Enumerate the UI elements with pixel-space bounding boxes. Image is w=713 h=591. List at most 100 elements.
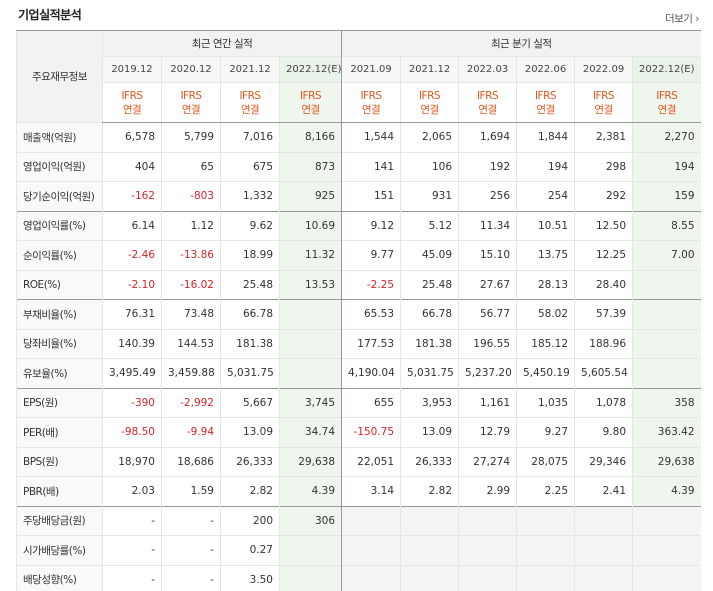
row-label: 당기순이익(억원) bbox=[16, 181, 103, 211]
table-cell: -150.75 bbox=[341, 417, 401, 447]
consolidation-label: 연결 bbox=[536, 103, 555, 116]
row-label: 유보율(%) bbox=[16, 358, 103, 388]
table-cell: 13.09 bbox=[400, 417, 459, 447]
table-cell: 8.55 bbox=[632, 210, 701, 241]
table-cell bbox=[632, 299, 701, 329]
row-label: 부채비율(%) bbox=[16, 299, 103, 329]
table-cell bbox=[632, 358, 701, 388]
period-header: 2022.12(E) bbox=[278, 56, 342, 83]
table-cell: 56.77 bbox=[458, 299, 517, 329]
table-cell: -2.10 bbox=[102, 269, 162, 300]
table-cell: 873 bbox=[278, 151, 342, 182]
table-cell: 28.13 bbox=[516, 269, 575, 300]
accounting-standard-header: IFRS 연결 bbox=[220, 82, 280, 123]
table-cell: 29,638 bbox=[632, 446, 701, 477]
table-cell: - bbox=[102, 505, 162, 536]
table-cell: 655 bbox=[341, 387, 401, 418]
accounting-standard-header: IFRS 연결 bbox=[341, 82, 401, 123]
table-cell: 76.31 bbox=[102, 299, 162, 329]
row-label: ROE(%) bbox=[16, 269, 103, 300]
row-label: 순이익률(%) bbox=[16, 240, 103, 270]
table-cell: - bbox=[161, 535, 221, 565]
table-cell: 194 bbox=[516, 151, 575, 182]
period-header: 2022.09 bbox=[574, 56, 633, 83]
table-cell: -2,992 bbox=[161, 387, 221, 418]
table-cell bbox=[632, 535, 701, 565]
period-header: 2020.12 bbox=[161, 56, 221, 83]
table-cell: 4,190.04 bbox=[341, 358, 401, 388]
table-cell: 2,381 bbox=[574, 122, 633, 152]
table-cell: 8,166 bbox=[278, 122, 342, 152]
table-cell: 358 bbox=[632, 387, 701, 418]
table-cell: 15.10 bbox=[458, 240, 517, 270]
accounting-standard-header: IFRS 연결 bbox=[458, 82, 517, 123]
table-row: 순이익률(%) -2.46 -13.86 18.99 11.32 9.77 45.09 15.… bbox=[16, 240, 701, 270]
table-cell: 65 bbox=[161, 151, 221, 182]
table-row: 당좌비율(%) 140.39 144.53 181.38 177.53 181.38 196… bbox=[16, 328, 701, 359]
table-cell bbox=[278, 328, 342, 359]
table-cell: 13.75 bbox=[516, 240, 575, 270]
table-cell: -98.50 bbox=[102, 417, 162, 447]
accounting-standard-header: IFRS 연결 bbox=[278, 82, 342, 123]
table-row: 당기순이익(억원) -162 -803 1,332 925 151 931 256 254 292… bbox=[16, 181, 701, 211]
row-label: 영업이익(억원) bbox=[16, 151, 103, 182]
table-cell: 57.39 bbox=[574, 299, 633, 329]
table-cell: 28,075 bbox=[516, 446, 575, 477]
table-cell: 27,274 bbox=[458, 446, 517, 477]
table-cell bbox=[278, 299, 342, 329]
table-row: 영업이익률(%) 6.14 1.12 9.62 10.69 9.12 5.12 11.34 10… bbox=[16, 210, 701, 241]
table-cell: 65.53 bbox=[341, 299, 401, 329]
table-cell bbox=[458, 564, 517, 591]
more-link[interactable]: 더보기 › bbox=[665, 11, 699, 26]
consolidation-label: 연결 bbox=[657, 103, 677, 116]
row-label: 배당성향(%) bbox=[16, 564, 103, 591]
table-cell bbox=[574, 535, 633, 565]
table-row: 배당성향(%) - -3.50 bbox=[16, 564, 701, 591]
period-header: 2022.12(E) bbox=[632, 56, 701, 83]
table-cell: -16.02 bbox=[161, 269, 221, 300]
financial-table: 주요재무정보 최근 연간 실적 최근 분기 실적 2019.12 2020.12 2… bbox=[16, 30, 701, 591]
table-cell: 181.38 bbox=[220, 328, 280, 359]
table-cell bbox=[632, 505, 701, 536]
table-cell: 29,638 bbox=[278, 446, 342, 477]
table-cell: 141 bbox=[341, 151, 401, 182]
table-cell: 9.80 bbox=[574, 417, 633, 447]
table-cell: -162 bbox=[102, 181, 162, 211]
table-cell: 26,333 bbox=[220, 446, 280, 477]
table-cell: 26,333 bbox=[400, 446, 459, 477]
standard-label: IFRS bbox=[299, 89, 322, 102]
row-label: 주당배당금(원) bbox=[16, 505, 103, 536]
table-cell: 931 bbox=[400, 181, 459, 211]
consolidation-label: 연결 bbox=[594, 103, 613, 116]
table-cell bbox=[632, 269, 701, 300]
table-cell: 192 bbox=[458, 151, 517, 182]
table-cell: 13.53 bbox=[278, 269, 342, 300]
table-row: 매출액(억원) 6,578 5,799 7,016 8,166 1,544 2,065 1,6… bbox=[16, 122, 701, 152]
consolidation-label: 연결 bbox=[240, 103, 260, 116]
table-cell: 1.59 bbox=[161, 476, 221, 506]
table-cell: 254 bbox=[516, 181, 575, 211]
table-cell: 5,450.19 bbox=[516, 358, 575, 388]
period-header: 2021.09 bbox=[341, 56, 401, 83]
table-cell: 18,686 bbox=[161, 446, 221, 477]
table-cell: 2.03 bbox=[102, 476, 162, 506]
table-cell: 25.48 bbox=[400, 269, 459, 300]
table-cell: 159 bbox=[632, 181, 701, 211]
row-label: 당좌비율(%) bbox=[16, 328, 103, 359]
accounting-standard-header: IFRS 연결 bbox=[102, 82, 162, 123]
table-cell: 1,544 bbox=[341, 122, 401, 152]
table-cell: 4.39 bbox=[632, 476, 701, 506]
annual-group-header: 최근 연간 실적 bbox=[101, 30, 342, 57]
accounting-standard-header: IFRS 연결 bbox=[632, 82, 701, 123]
table-cell: 13.09 bbox=[220, 417, 280, 447]
section-title: 기업실적분석 bbox=[18, 8, 82, 22]
table-cell bbox=[400, 535, 459, 565]
consolidation-label: 연결 bbox=[181, 103, 201, 116]
table-cell: 404 bbox=[102, 151, 162, 182]
table-cell: 28.40 bbox=[574, 269, 633, 300]
row-label: BPS(원) bbox=[16, 446, 103, 477]
table-cell: 10.69 bbox=[278, 210, 342, 241]
table-cell: 151 bbox=[341, 181, 401, 211]
table-cell bbox=[574, 564, 633, 591]
table-cell: 5,667 bbox=[220, 387, 280, 418]
